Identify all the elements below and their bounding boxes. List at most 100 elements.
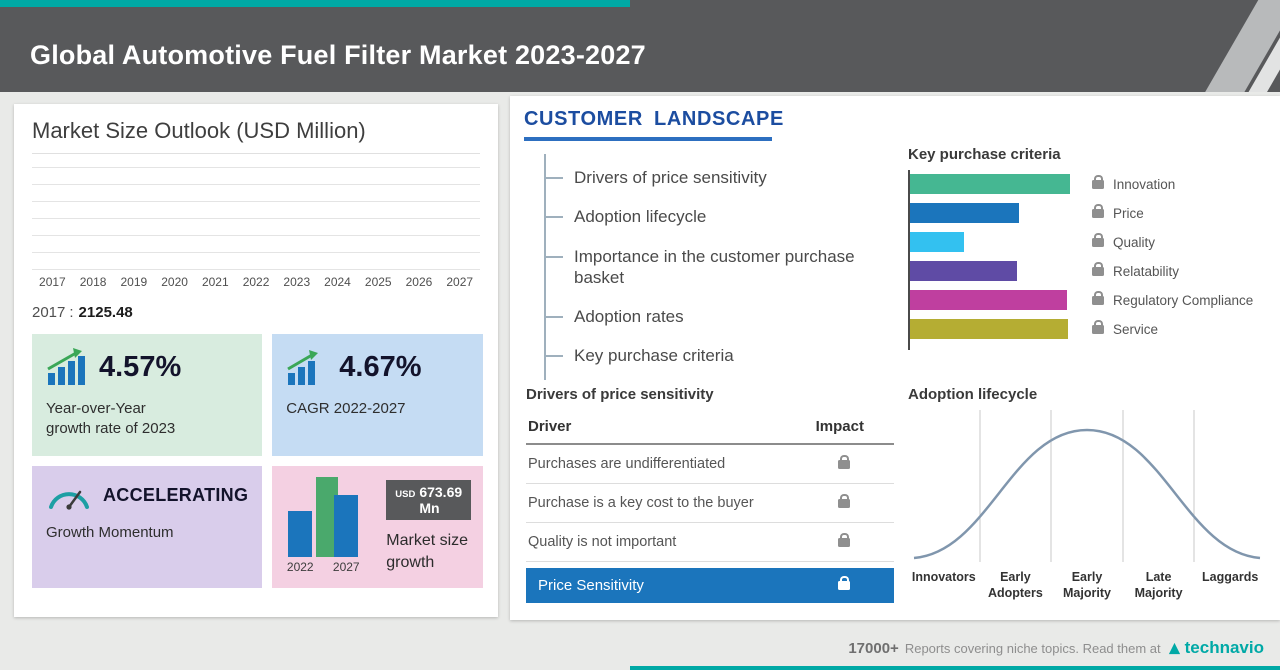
customer-landscape-panel: CUSTOMER LANDSCAPE Drivers of price sens… (510, 96, 1280, 620)
brand-name: technavio (1184, 638, 1264, 657)
legend-item: Regulatory Compliance (1092, 286, 1278, 315)
highlight-row-label: Price Sensitivity (538, 577, 644, 594)
year-label: 2019 (120, 275, 148, 289)
momentum-value: ACCELERATING (103, 484, 249, 505)
stat-cards: 4.57% Year-over-Year growth rate of 2023… (32, 334, 484, 588)
legend-label: Regulatory Compliance (1113, 293, 1254, 308)
table-header: Driver Impact (526, 412, 894, 445)
bottom-accent-bar (630, 666, 1280, 670)
kpc-legend: Innovation Price Quality Relatability Regula… (1092, 170, 1278, 344)
adoption-lifecycle-title: Adoption lifecycle (908, 386, 1038, 403)
yoy-growth-card: 4.57% Year-over-Year growth rate of 2023 (32, 334, 263, 456)
year-label: 2018 (79, 275, 107, 289)
base-year-amount: 2125.48 (78, 304, 133, 321)
market-size-years: 2017 2018 2019 2020 2021 2022 2023 2024 2025 2026… (32, 275, 480, 289)
mini-bar-2027 (334, 495, 359, 557)
cagr-card: 4.67% CAGR 2022-2027 (272, 334, 484, 456)
market-growth-card: 2022 2027 USD 673.69 Mn Market size grow… (272, 466, 484, 588)
lock-icon (1092, 175, 1104, 189)
header-accent-bar (0, 0, 630, 7)
base-year-line: 2017:2125.48 (32, 304, 480, 321)
yoy-label-line2: growth rate of 2023 (46, 419, 176, 437)
momentum-top: ACCELERATING (46, 479, 248, 511)
mini-bar-2022 (288, 511, 313, 557)
market-size-title: Market Size Outlook (USD Million) (32, 118, 480, 154)
yoy-growth-top: 4.57% (46, 347, 248, 387)
lock-icon (838, 493, 850, 508)
criteria-bar (910, 232, 965, 252)
market-growth-label: Market size growth (386, 532, 469, 571)
landscape-list-item: Adoption lifecycle (546, 197, 880, 236)
momentum-card: ACCELERATING Growth Momentum (32, 466, 263, 588)
mini-year-end: 2027 (332, 560, 360, 574)
dps-rows: Purchases are undifferentiated Purchase i… (526, 445, 894, 562)
key-purchase-title: Key purchase criteria (908, 146, 1061, 163)
criteria-bar (910, 319, 1069, 339)
customer-landscape-list: Drivers of price sensitivity Adoption lif… (544, 154, 880, 380)
legend-item: Innovation (1092, 170, 1278, 199)
legend-item: Quality (1092, 228, 1278, 257)
price-sensitivity-highlight-row: Price Sensitivity (526, 568, 894, 603)
growth-amount-value: 673.69 Mn (419, 484, 463, 516)
year-label: 2020 (161, 275, 188, 289)
stage-label: Late Majority (1134, 570, 1183, 600)
price-sensitivity-table: Driver Impact Purchases are undifferenti… (526, 412, 894, 603)
stage-label: Innovators (911, 570, 976, 584)
market-size-panel: Market Size Outlook (USD Million) 2017 20… (14, 104, 498, 617)
year-label: 2026 (405, 275, 433, 289)
lock-icon (838, 454, 850, 469)
adoption-lifecycle-chart (908, 408, 1266, 566)
year-label: 2017 (39, 275, 66, 289)
stage-label: Laggards (1202, 570, 1259, 584)
legend-label: Service (1113, 322, 1159, 337)
lock-icon (1092, 291, 1104, 305)
bell-curve-chart (913, 410, 1261, 562)
header: Global Automotive Fuel Filter Market 202… (0, 0, 1280, 92)
criteria-bar (910, 290, 1067, 310)
mini-year-start: 2022 (286, 560, 314, 574)
legend-label: Price (1113, 206, 1144, 221)
yoy-growth-label: Year-over-Year growth rate of 2023 (46, 399, 248, 438)
momentum-label: Growth Momentum (46, 524, 174, 541)
legend-label: Innovation (1113, 177, 1176, 192)
cagr-value: 4.67% (339, 350, 422, 383)
legend-label: Quality (1113, 235, 1156, 250)
landscape-list-item: Importance in the customer purchase bask… (546, 237, 880, 298)
legend-item: Service (1092, 315, 1278, 344)
cagr-top: 4.67% (286, 347, 469, 387)
lock-icon (838, 576, 850, 590)
cagr-label: CAGR 2022-2027 (286, 400, 406, 417)
driver-row: Quality is not important (526, 523, 894, 562)
year-label: 2025 (364, 275, 392, 289)
market-growth-content: 2022 2027 USD 673.69 Mn Market size grow… (284, 477, 472, 576)
chart-gridlines (32, 166, 480, 270)
lock-icon (1092, 320, 1104, 334)
technavio-logo-icon (1168, 642, 1180, 654)
year-label: 2024 (324, 275, 351, 289)
driver-label: Purchases are undifferentiated (528, 456, 726, 472)
page-title: Global Automotive Fuel Filter Market 202… (30, 40, 646, 70)
driver-row: Purchase is a key cost to the buyer (526, 484, 894, 523)
market-growth-right: USD 673.69 Mn Market size growth (386, 478, 472, 576)
lock-icon (1092, 262, 1104, 276)
driver-row: Purchases are undifferentiated (526, 445, 894, 484)
year-label: 2027 (446, 275, 474, 289)
kpc-bars (910, 174, 1070, 339)
mini-bar-growth (316, 477, 339, 557)
driver-label: Purchase is a key cost to the buyer (528, 495, 754, 511)
footer-text: Reports covering niche topics. Read them… (904, 640, 1161, 656)
market-size-bars (32, 166, 480, 270)
criteria-bar (910, 203, 1019, 223)
growth-mini-chart: 2022 2027 (284, 477, 378, 574)
stage-label: Early Majority (1063, 570, 1111, 600)
legend-label: Relatability (1113, 264, 1180, 279)
landscape-list-item: Key purchase criteria (546, 336, 880, 375)
landscape-list-item: Adoption rates (546, 297, 880, 336)
technavio-logo[interactable]: technavio (1167, 638, 1264, 658)
criteria-bar (910, 174, 1070, 194)
separator: : (69, 304, 74, 321)
yoy-label-line1: Year-over-Year (46, 400, 146, 417)
lock-icon (1092, 233, 1104, 247)
year-label: 2023 (283, 275, 311, 289)
market-size-chart (32, 166, 480, 270)
